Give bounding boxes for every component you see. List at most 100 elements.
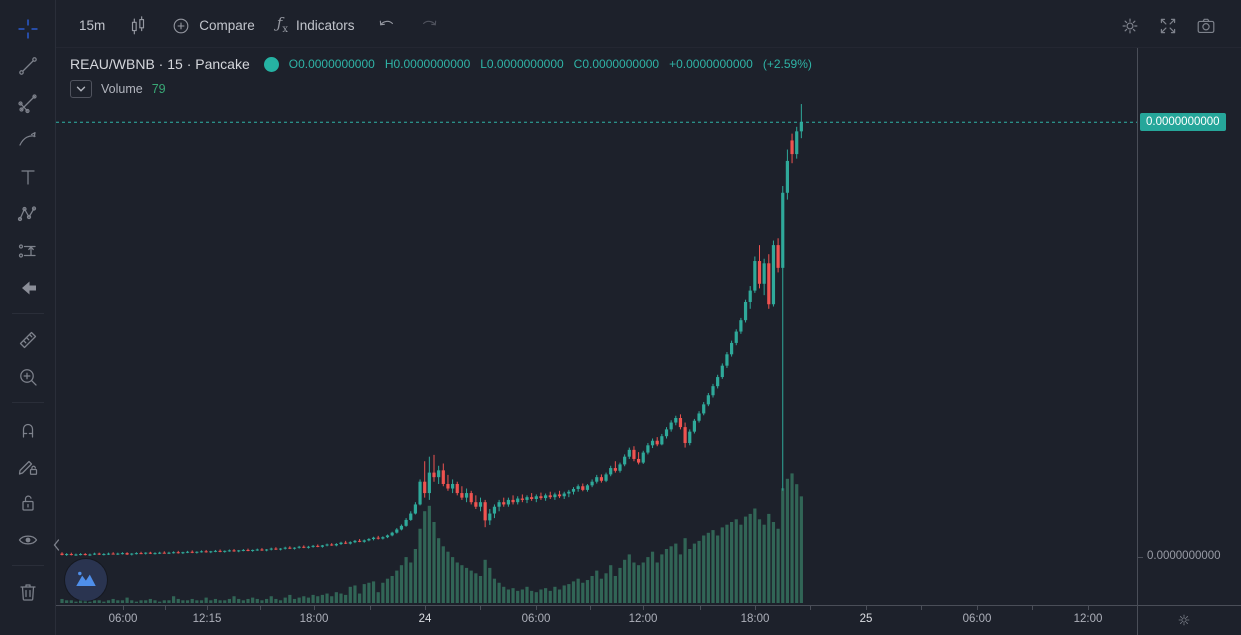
gear-icon — [1119, 15, 1141, 37]
time-tick — [207, 606, 208, 610]
time-label: 12:15 — [192, 613, 222, 625]
change-value: +0.0000000000 — [669, 57, 753, 71]
time-tick — [590, 606, 591, 610]
toggle-magnet[interactable] — [14, 416, 42, 441]
gear-icon — [1176, 612, 1192, 628]
magnet-icon — [16, 417, 40, 441]
redo-icon — [419, 16, 439, 36]
candlestick-chart[interactable] — [56, 48, 1137, 605]
redo-button[interactable] — [412, 12, 446, 40]
time-axis-settings-button[interactable] — [1176, 612, 1192, 628]
settings-button[interactable] — [1115, 11, 1145, 41]
screenshot-button[interactable] — [1191, 11, 1221, 41]
lock-icon — [16, 491, 40, 515]
time-label: 12:00 — [628, 613, 658, 625]
time-tick — [700, 606, 701, 610]
gann-fib-icon — [16, 91, 40, 115]
time-tick — [370, 606, 371, 610]
candle-style-icon — [127, 15, 149, 37]
time-tick — [643, 606, 644, 610]
time-label: 12:00 — [1073, 613, 1103, 625]
interval-button[interactable]: 15m — [72, 14, 112, 37]
divider — [11, 565, 44, 566]
sidebar-collapse-handle[interactable] — [50, 531, 62, 559]
toggle-drawing-mode[interactable] — [14, 453, 42, 478]
tool-zoom-in[interactable] — [14, 364, 42, 389]
tool-gann-fib[interactable] — [14, 90, 42, 115]
symbol-title[interactable]: REAU/WBNB · 15 · Pancake — [70, 56, 250, 72]
toggle-lock-all[interactable] — [14, 490, 42, 515]
low-value: L0.0000000000 — [480, 57, 564, 71]
eye-icon — [16, 528, 40, 552]
price-tick-label: 0.0000000000 — [1138, 550, 1221, 562]
time-tick — [921, 606, 922, 610]
zoom-in-icon — [16, 365, 40, 389]
tool-ruler[interactable] — [14, 327, 42, 352]
time-tick — [810, 606, 811, 610]
change-percent: (+2.59%) — [762, 57, 812, 71]
current-price-text: 0.0000000000 — [1146, 116, 1220, 128]
mountain-logo-icon — [73, 567, 99, 593]
tool-brush[interactable] — [14, 127, 42, 152]
chart-pane[interactable]: REAU/WBNB · 15 · Pancake O0.0000000000 H… — [56, 48, 1137, 605]
time-tick — [1088, 606, 1089, 610]
xabcd-pattern-icon — [16, 202, 40, 226]
time-tick — [425, 606, 426, 610]
function-icon: ƒx — [276, 14, 288, 35]
undo-button[interactable] — [370, 12, 404, 40]
remove-all-drawings[interactable] — [14, 579, 42, 604]
interval-label: 15m — [79, 18, 106, 33]
candle-style-button[interactable] — [120, 11, 156, 41]
watermark-logo — [65, 559, 107, 601]
trend-line-icon — [16, 54, 40, 78]
compare-plus-icon — [171, 16, 191, 36]
divider — [11, 313, 44, 314]
tool-arrow-marker[interactable] — [14, 275, 42, 300]
fullscreen-button[interactable] — [1153, 11, 1183, 41]
close-value: C0.0000000000 — [573, 57, 660, 71]
axis-corner-divider — [1137, 606, 1138, 635]
time-tick — [977, 606, 978, 610]
market-status-dot — [263, 56, 279, 72]
time-label: 18:00 — [740, 613, 770, 625]
time-tick — [314, 606, 315, 610]
tool-xabcd-pattern[interactable] — [14, 201, 42, 226]
time-axis[interactable]: 06:00 12:15 18:00 24 06:00 12:00 18:00 25 06:00 1… — [56, 605, 1241, 635]
drawing-toolbar — [0, 0, 56, 635]
high-value: H0.0000000000 — [384, 57, 471, 71]
forecast-icon — [16, 239, 40, 263]
arrow-left-icon — [16, 276, 40, 300]
current-price-label: 0.0000000000 — [1140, 113, 1226, 131]
time-tick — [755, 606, 756, 610]
time-tick — [260, 606, 261, 610]
tool-crosshair[interactable] — [14, 16, 42, 41]
chart-legend: REAU/WBNB · 15 · Pancake O0.0000000000 H… — [70, 56, 812, 98]
brush-icon — [16, 128, 40, 152]
time-label: 06:00 — [108, 613, 138, 625]
time-label: 18:00 — [299, 613, 329, 625]
tool-text[interactable] — [14, 164, 42, 189]
camera-icon — [1195, 15, 1217, 37]
chevron-down-icon — [76, 85, 86, 93]
time-label: 24 — [418, 613, 432, 625]
undo-icon — [377, 16, 397, 36]
tool-trend-line[interactable] — [14, 53, 42, 78]
time-tick — [123, 606, 124, 610]
indicators-button[interactable]: ƒx Indicators — [270, 12, 362, 39]
fullscreen-icon — [1157, 15, 1179, 37]
compare-button[interactable]: Compare — [164, 12, 262, 40]
compare-label: Compare — [199, 18, 255, 33]
price-axis[interactable]: 0.0000000000 0.0000000000 — [1137, 48, 1241, 605]
time-tick — [1032, 606, 1033, 610]
chevron-left-icon — [53, 539, 60, 551]
text-tool-icon — [16, 165, 40, 189]
time-tick — [165, 606, 166, 610]
divider — [11, 402, 44, 403]
tool-forecast[interactable] — [14, 238, 42, 263]
volume-label[interactable]: Volume — [101, 82, 143, 96]
toggle-hide-all[interactable] — [14, 527, 42, 552]
volume-collapse-button[interactable] — [70, 80, 92, 98]
time-tick — [536, 606, 537, 610]
ohlc-values: O0.0000000000 H0.0000000000 L0.000000000… — [289, 57, 812, 71]
